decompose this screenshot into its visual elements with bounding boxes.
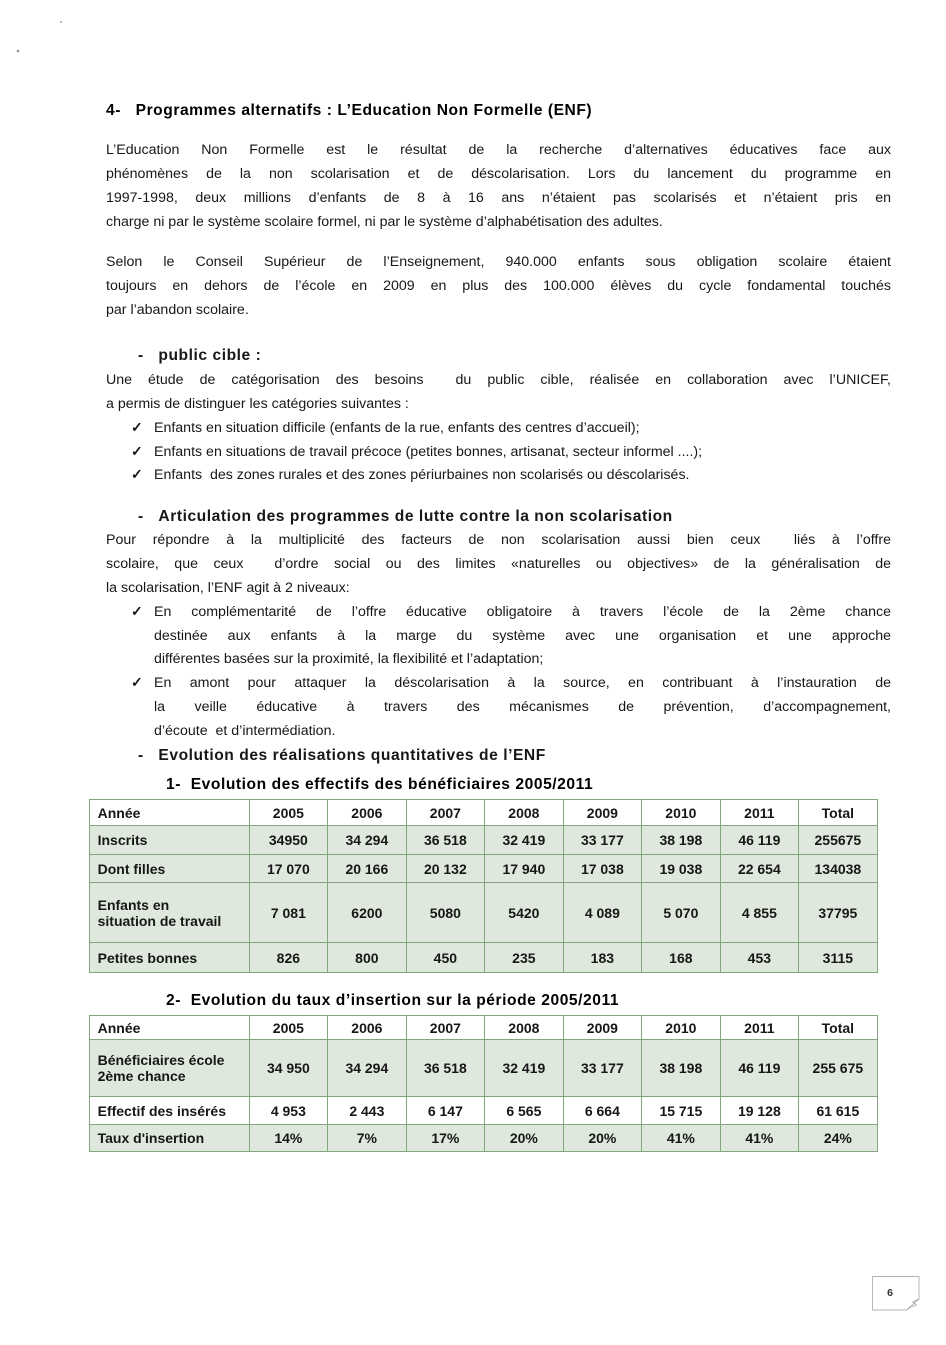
svg-text:6: 6 — [887, 1287, 893, 1299]
